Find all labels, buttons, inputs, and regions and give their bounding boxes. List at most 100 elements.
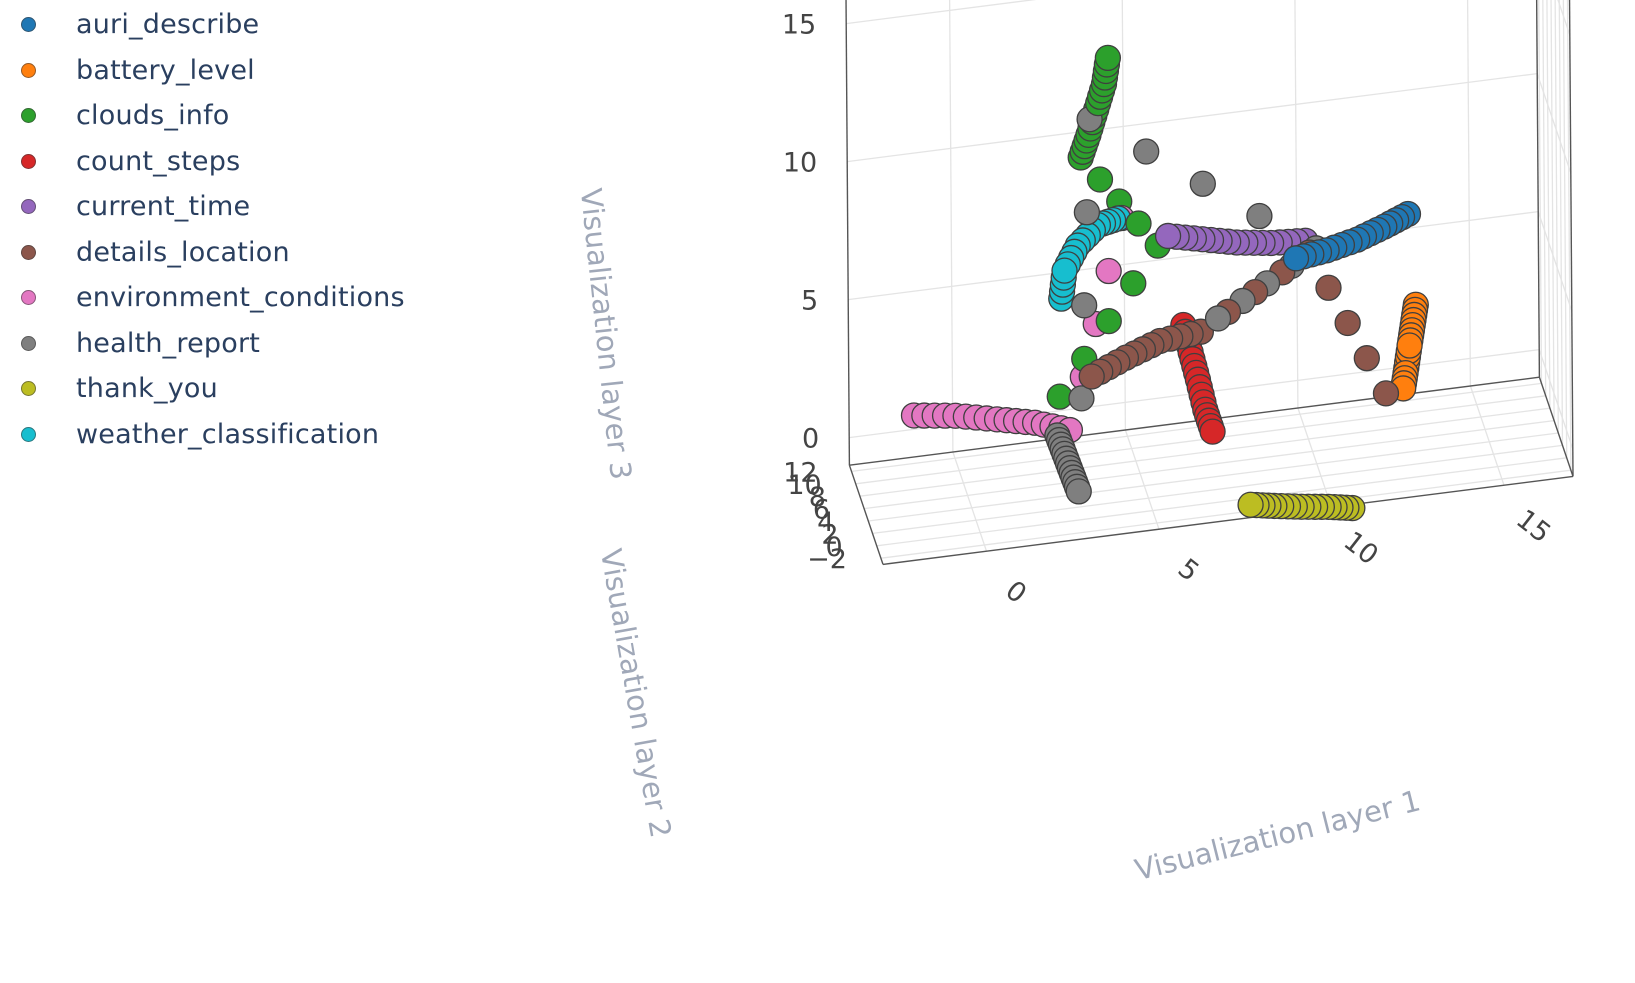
data-point-health-report[interactable] [1133, 138, 1160, 165]
legend-item-auri-describe[interactable]: auri_describe [14, 2, 405, 48]
z-tick-label: 0 [802, 424, 819, 455]
data-point-clouds-info[interactable] [1094, 44, 1122, 72]
x-tick-label: 15 [1510, 504, 1556, 550]
x-tick-label: 0 [999, 575, 1032, 610]
legend-marker [21, 426, 36, 442]
data-point-clouds-info[interactable] [1120, 270, 1147, 297]
y-tick-label: 12 [783, 457, 817, 488]
gridline [851, 382, 1542, 473]
gridline [872, 444, 1563, 535]
data-point-thank-you[interactable] [1237, 491, 1264, 518]
data-point-current-time[interactable] [1154, 222, 1182, 250]
data-point-health-report[interactable] [1065, 478, 1092, 505]
legend-label: battery_level [76, 54, 255, 86]
legend-label: environment_conditions [76, 282, 405, 314]
y-axis-line [848, 464, 884, 565]
gridline [948, 0, 954, 453]
gridline [1558, 0, 1564, 446]
legend-item-environment-conditions[interactable]: environment_conditions [14, 275, 405, 321]
gridline [847, 72, 1538, 163]
chart-legend: auri_describe battery_level clouds_info cou… [14, 2, 405, 457]
legend-marker [21, 199, 36, 215]
z-axis-title: Visualization layer 3 [574, 187, 638, 482]
x-tick-label: 5 [1172, 553, 1205, 588]
gridline [876, 457, 1567, 547]
data-point-details-location[interactable] [1334, 309, 1361, 337]
legend-item-current-time[interactable]: current_time [14, 184, 405, 230]
x-axis-title: Visualization layer 1 [1131, 783, 1423, 887]
data-point-details-location[interactable] [1315, 274, 1342, 301]
legend-label: current_time [76, 191, 251, 223]
data-point-auri-describe[interactable] [1282, 245, 1310, 272]
z-tick-label: 5 [801, 286, 818, 317]
floor-edge [849, 376, 1540, 466]
gridline [848, 210, 1539, 301]
data-point-battery-level[interactable] [1396, 332, 1423, 359]
gridline [1557, 0, 1571, 36]
y-tick-label: 8 [809, 482, 826, 513]
legend-label: health_report [76, 327, 261, 359]
wall-edge [1535, 0, 1541, 378]
gridline [1297, 407, 1333, 508]
data-point-health-report[interactable] [1073, 199, 1101, 226]
data-point-clouds-info[interactable] [1095, 307, 1122, 335]
gridline [1566, 0, 1572, 471]
data-point-details-location[interactable] [1353, 345, 1380, 372]
data-point-details-location[interactable] [1372, 380, 1400, 407]
y-tick-label: −2 [807, 544, 847, 575]
gridline [855, 395, 1546, 485]
points-layer [900, 44, 1429, 522]
y-tick-label: 6 [813, 495, 830, 526]
legend-marker [21, 290, 36, 306]
legend-item-battery-level[interactable]: battery_level [14, 48, 405, 94]
z-axis-line [845, 0, 851, 466]
gridline [846, 0, 1037, 25]
legend-label: weather_classification [76, 418, 380, 450]
legend-item-health-report[interactable]: health_report [14, 321, 405, 367]
legend-label: details_location [76, 236, 290, 268]
legend-marker [21, 153, 36, 169]
data-point-weather-classification[interactable] [1051, 257, 1078, 284]
data-point-clouds-info[interactable] [1086, 166, 1114, 193]
gridline [859, 407, 1550, 497]
legend-item-clouds-info[interactable]: clouds_info [14, 93, 405, 139]
y-tick-label: 10 [787, 470, 821, 501]
data-point-count-steps[interactable] [1199, 418, 1226, 445]
data-point-clouds-info[interactable] [1125, 210, 1152, 237]
data-point-health-report[interactable] [1071, 292, 1098, 319]
gridline [1537, 211, 1573, 312]
legend-item-thank-you[interactable]: thank_you [14, 366, 405, 412]
legend-item-count-steps[interactable]: count_steps [14, 139, 405, 185]
data-point-health-report[interactable] [1189, 170, 1216, 197]
data-point-health-report[interactable] [1068, 385, 1095, 412]
z-tick-label: 15 [782, 10, 816, 41]
gridline [868, 432, 1559, 522]
gridline [1554, 0, 1559, 434]
wall-edge [1568, 0, 1574, 477]
gridline [1124, 429, 1160, 530]
y-axis-title: Visualization layer 2 [594, 546, 678, 840]
data-point-health-report[interactable] [1246, 202, 1273, 230]
gridline [1536, 73, 1572, 174]
gridline [1546, 0, 1551, 409]
legend-label: auri_describe [76, 9, 260, 41]
legend-item-weather-classification[interactable]: weather_classification [14, 412, 405, 458]
x-tick-label: 10 [1338, 526, 1384, 572]
gridline [1542, 0, 1547, 396]
gridline [1294, 0, 1299, 409]
gridline [1562, 0, 1568, 458]
legend-marker [21, 244, 36, 260]
gridline [1550, 0, 1555, 421]
legend-item-details-location[interactable]: details_location [14, 230, 405, 276]
legend-marker [21, 335, 36, 351]
x-axis-line [882, 475, 1574, 566]
data-point-health-report[interactable] [1204, 305, 1232, 332]
legend-marker [21, 108, 36, 124]
y-tick-label: 2 [821, 519, 838, 550]
data-point-details-location[interactable] [1078, 363, 1105, 390]
gridline [1466, 0, 1472, 387]
data-point-environment-conditions[interactable] [1095, 257, 1122, 285]
legend-marker [21, 381, 36, 397]
